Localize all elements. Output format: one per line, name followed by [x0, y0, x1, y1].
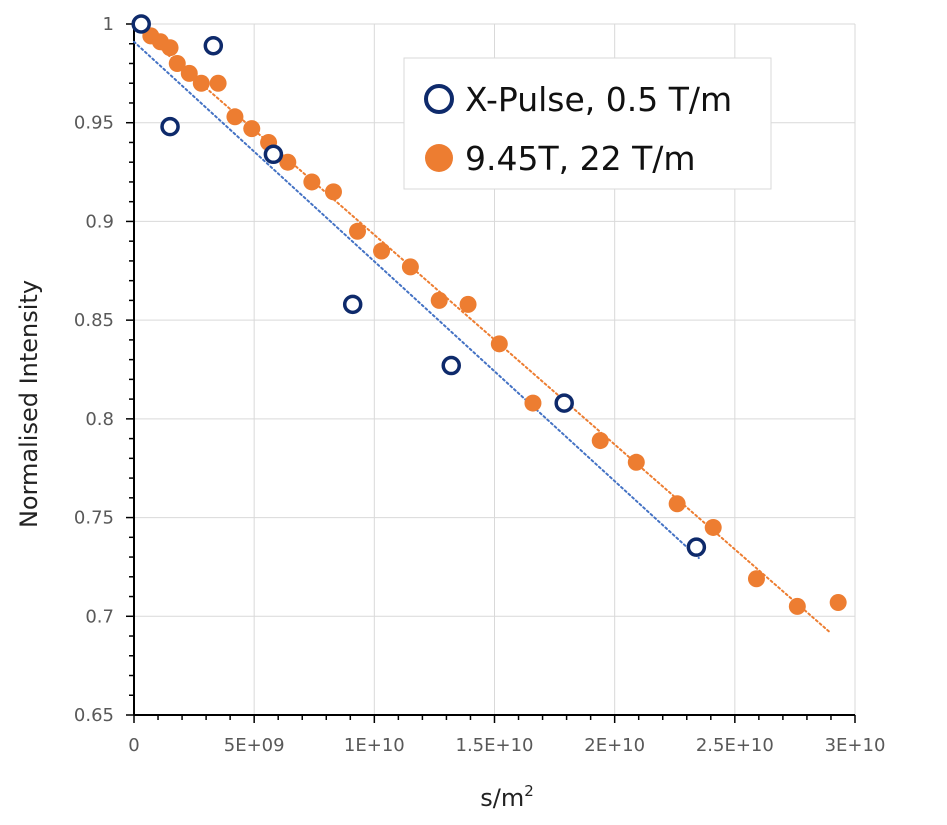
point-x-pulse: [160, 116, 180, 137]
point-9-45t: [401, 258, 419, 276]
y-tick-label: 0.7: [85, 606, 114, 627]
y-tick-label: 1: [103, 14, 114, 35]
y-tick-label: 0.8: [85, 409, 114, 430]
point-9-45t: [829, 593, 847, 611]
legend-marker-filled-circle: [425, 144, 453, 172]
point-x-pulse: [203, 35, 224, 56]
point-x-pulse: [342, 294, 363, 315]
tick-labels: 0 5E+09 1E+10 1.5E+10 2E+10 2.5E+10 3E+10 0.65 0…: [74, 14, 885, 756]
legend-marker-open-circle: [424, 84, 454, 114]
y-tick-label: 0.95: [74, 113, 114, 134]
point-9-45t: [490, 335, 508, 353]
x-tick-label: 1.5E+10: [456, 735, 534, 756]
legend-label-x-pulse: X-Pulse, 0.5 T/m: [465, 80, 732, 119]
trendline-series-0: [133, 40, 700, 560]
point-x-pulse: [554, 393, 574, 413]
point-9-45t: [747, 570, 765, 588]
point-x-pulse: [131, 14, 151, 34]
point-9-45t: [373, 242, 391, 260]
x-tick-label: 0: [128, 735, 139, 756]
point-x-pulse: [441, 355, 461, 376]
x-axis-title-base: s/m: [480, 784, 524, 812]
y-axis-title: Normalised Intensity: [15, 280, 43, 528]
legend: X-Pulse, 0.5 T/m 9.45T, 22 T/m: [403, 57, 772, 190]
y-tick-label: 0.85: [74, 310, 114, 331]
x-tick-label: 1E+10: [344, 735, 405, 756]
legend-label-9-45t: 9.45T, 22 T/m: [465, 139, 696, 178]
point-9-45t: [668, 495, 686, 513]
point-9-45t: [591, 432, 609, 450]
x-tick-label: 3E+10: [825, 735, 886, 756]
x-axis-title: s/m2: [480, 782, 534, 812]
y-tick-label: 0.9: [85, 211, 114, 232]
point-9-45t: [459, 295, 477, 313]
point-9-45t: [349, 222, 367, 240]
point-9-45t: [324, 183, 342, 201]
point-9-45t: [180, 64, 198, 82]
point-9-45t: [209, 74, 227, 92]
point-9-45t: [430, 291, 448, 309]
point-9-45t: [226, 108, 244, 126]
legend-box: [403, 57, 772, 190]
point-9-45t: [704, 518, 722, 536]
axes: [126, 23, 856, 723]
point-9-45t: [168, 54, 186, 72]
point-9-45t: [192, 74, 210, 92]
y-tick-label: 0.65: [74, 705, 114, 726]
point-9-45t: [161, 39, 179, 57]
point-9-45t: [303, 173, 321, 191]
point-9-45t: [788, 597, 806, 615]
x-tick-label: 5E+09: [224, 735, 285, 756]
data-points: [131, 14, 847, 615]
x-tick-label: 2E+10: [584, 735, 645, 756]
x-axis-title-sup: 2: [524, 782, 534, 800]
point-9-45t: [279, 153, 297, 171]
x-tick-label: 2.5E+10: [696, 735, 774, 756]
point-x-pulse: [263, 144, 284, 165]
point-x-pulse: [686, 537, 707, 557]
point-9-45t: [627, 453, 645, 471]
point-9-45t: [243, 120, 261, 138]
point-9-45t: [524, 394, 542, 412]
y-tick-label: 0.75: [74, 508, 114, 529]
